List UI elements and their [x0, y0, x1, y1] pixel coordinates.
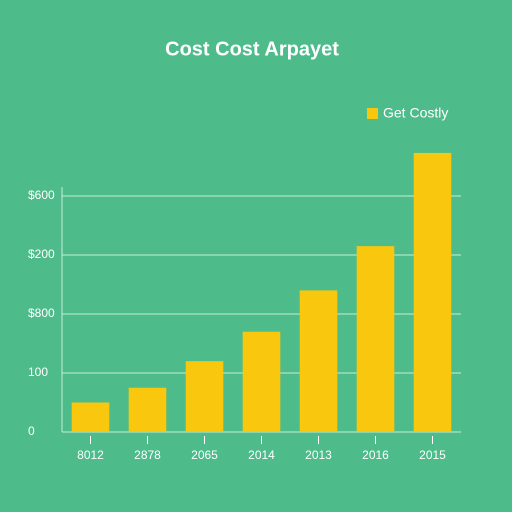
y-tick-label: $600 — [28, 188, 55, 202]
x-tick-label: 2013 — [305, 448, 332, 462]
x-tick-label: 2015 — [419, 448, 446, 462]
bar — [128, 387, 167, 432]
x-tick-label: 2016 — [362, 448, 389, 462]
chart-title: Cost Cost Arpayet — [165, 38, 339, 60]
x-tick-label: 8012 — [77, 448, 104, 462]
bar — [356, 246, 395, 432]
x-tick-label: 2878 — [134, 448, 161, 462]
y-tick-label: $800 — [28, 306, 55, 320]
legend-swatch — [367, 108, 378, 119]
legend-label: Get Costly — [383, 105, 448, 121]
bar — [299, 290, 338, 432]
y-tick-label: 0 — [28, 424, 35, 438]
bar — [185, 361, 224, 432]
bar — [413, 152, 452, 432]
bar — [71, 402, 110, 432]
y-tick-label: 100 — [28, 365, 48, 379]
bar — [242, 331, 281, 432]
x-tick-label: 2065 — [191, 448, 218, 462]
y-tick-label: $200 — [28, 247, 55, 261]
x-tick-label: 2014 — [248, 448, 275, 462]
